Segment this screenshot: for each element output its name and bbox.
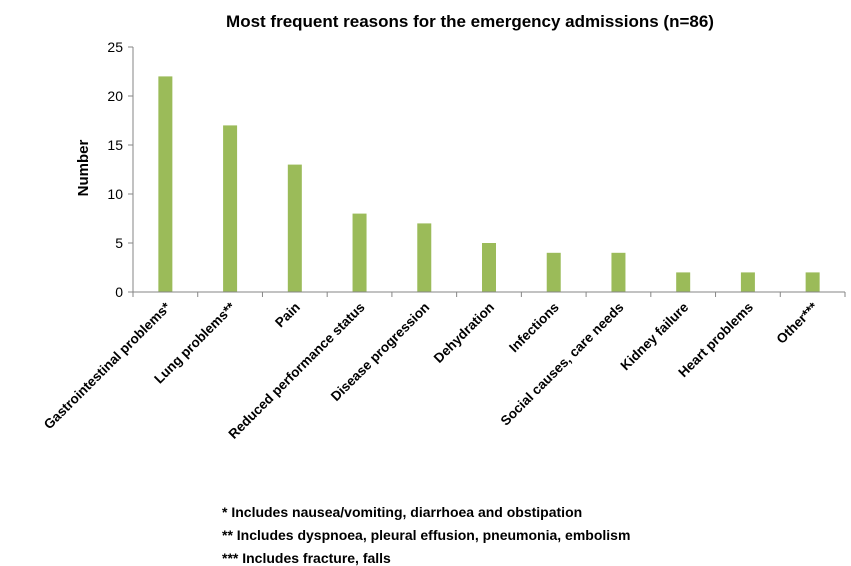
x-tick-label: Gastrointestinal problems* xyxy=(41,299,174,432)
y-tick-label: 10 xyxy=(107,186,123,202)
bar xyxy=(223,125,238,293)
x-tick-label: Infections xyxy=(506,300,562,356)
bar xyxy=(611,252,626,292)
bar xyxy=(417,223,432,292)
footnote-2: ** Includes dyspnoea, pleural effusion, … xyxy=(222,527,630,543)
x-tick-label: Kidney failure xyxy=(618,299,692,373)
bar xyxy=(482,243,496,292)
y-tick-label: 25 xyxy=(107,39,123,55)
chart-title: Most frequent reasons for the emergency … xyxy=(226,12,714,31)
bar xyxy=(287,164,302,292)
y-axis-ticks: 0 5 10 15 20 25 xyxy=(107,39,133,300)
y-axis-label: Number xyxy=(75,140,92,197)
x-tick-label: Reduced performance status xyxy=(225,300,367,442)
y-tick-label: 5 xyxy=(115,235,123,251)
x-tick-label: Pain xyxy=(272,300,303,331)
footnote-1: * Includes nausea/vomiting, diarrhoea an… xyxy=(222,504,582,520)
y-tick-label: 20 xyxy=(107,88,123,104)
bar xyxy=(352,213,367,292)
axes xyxy=(132,47,846,297)
bars xyxy=(158,76,820,293)
x-axis-tick-labels: Gastrointestinal problems*Lung problems*… xyxy=(41,299,821,442)
bar xyxy=(546,252,561,292)
bar xyxy=(158,76,173,293)
y-tick-label: 15 xyxy=(107,137,123,153)
y-tick-label: 0 xyxy=(115,284,123,300)
bar xyxy=(676,272,691,292)
x-tick-label: Social causes, care needs xyxy=(498,300,627,429)
footnote-3: *** Includes fracture, falls xyxy=(222,550,391,566)
x-tick-label: Other*** xyxy=(774,299,822,347)
bar xyxy=(805,272,820,292)
bar xyxy=(740,272,755,292)
x-tick-label: Dehydration xyxy=(431,300,497,366)
footnotes: * Includes nausea/vomiting, diarrhoea an… xyxy=(222,504,630,566)
